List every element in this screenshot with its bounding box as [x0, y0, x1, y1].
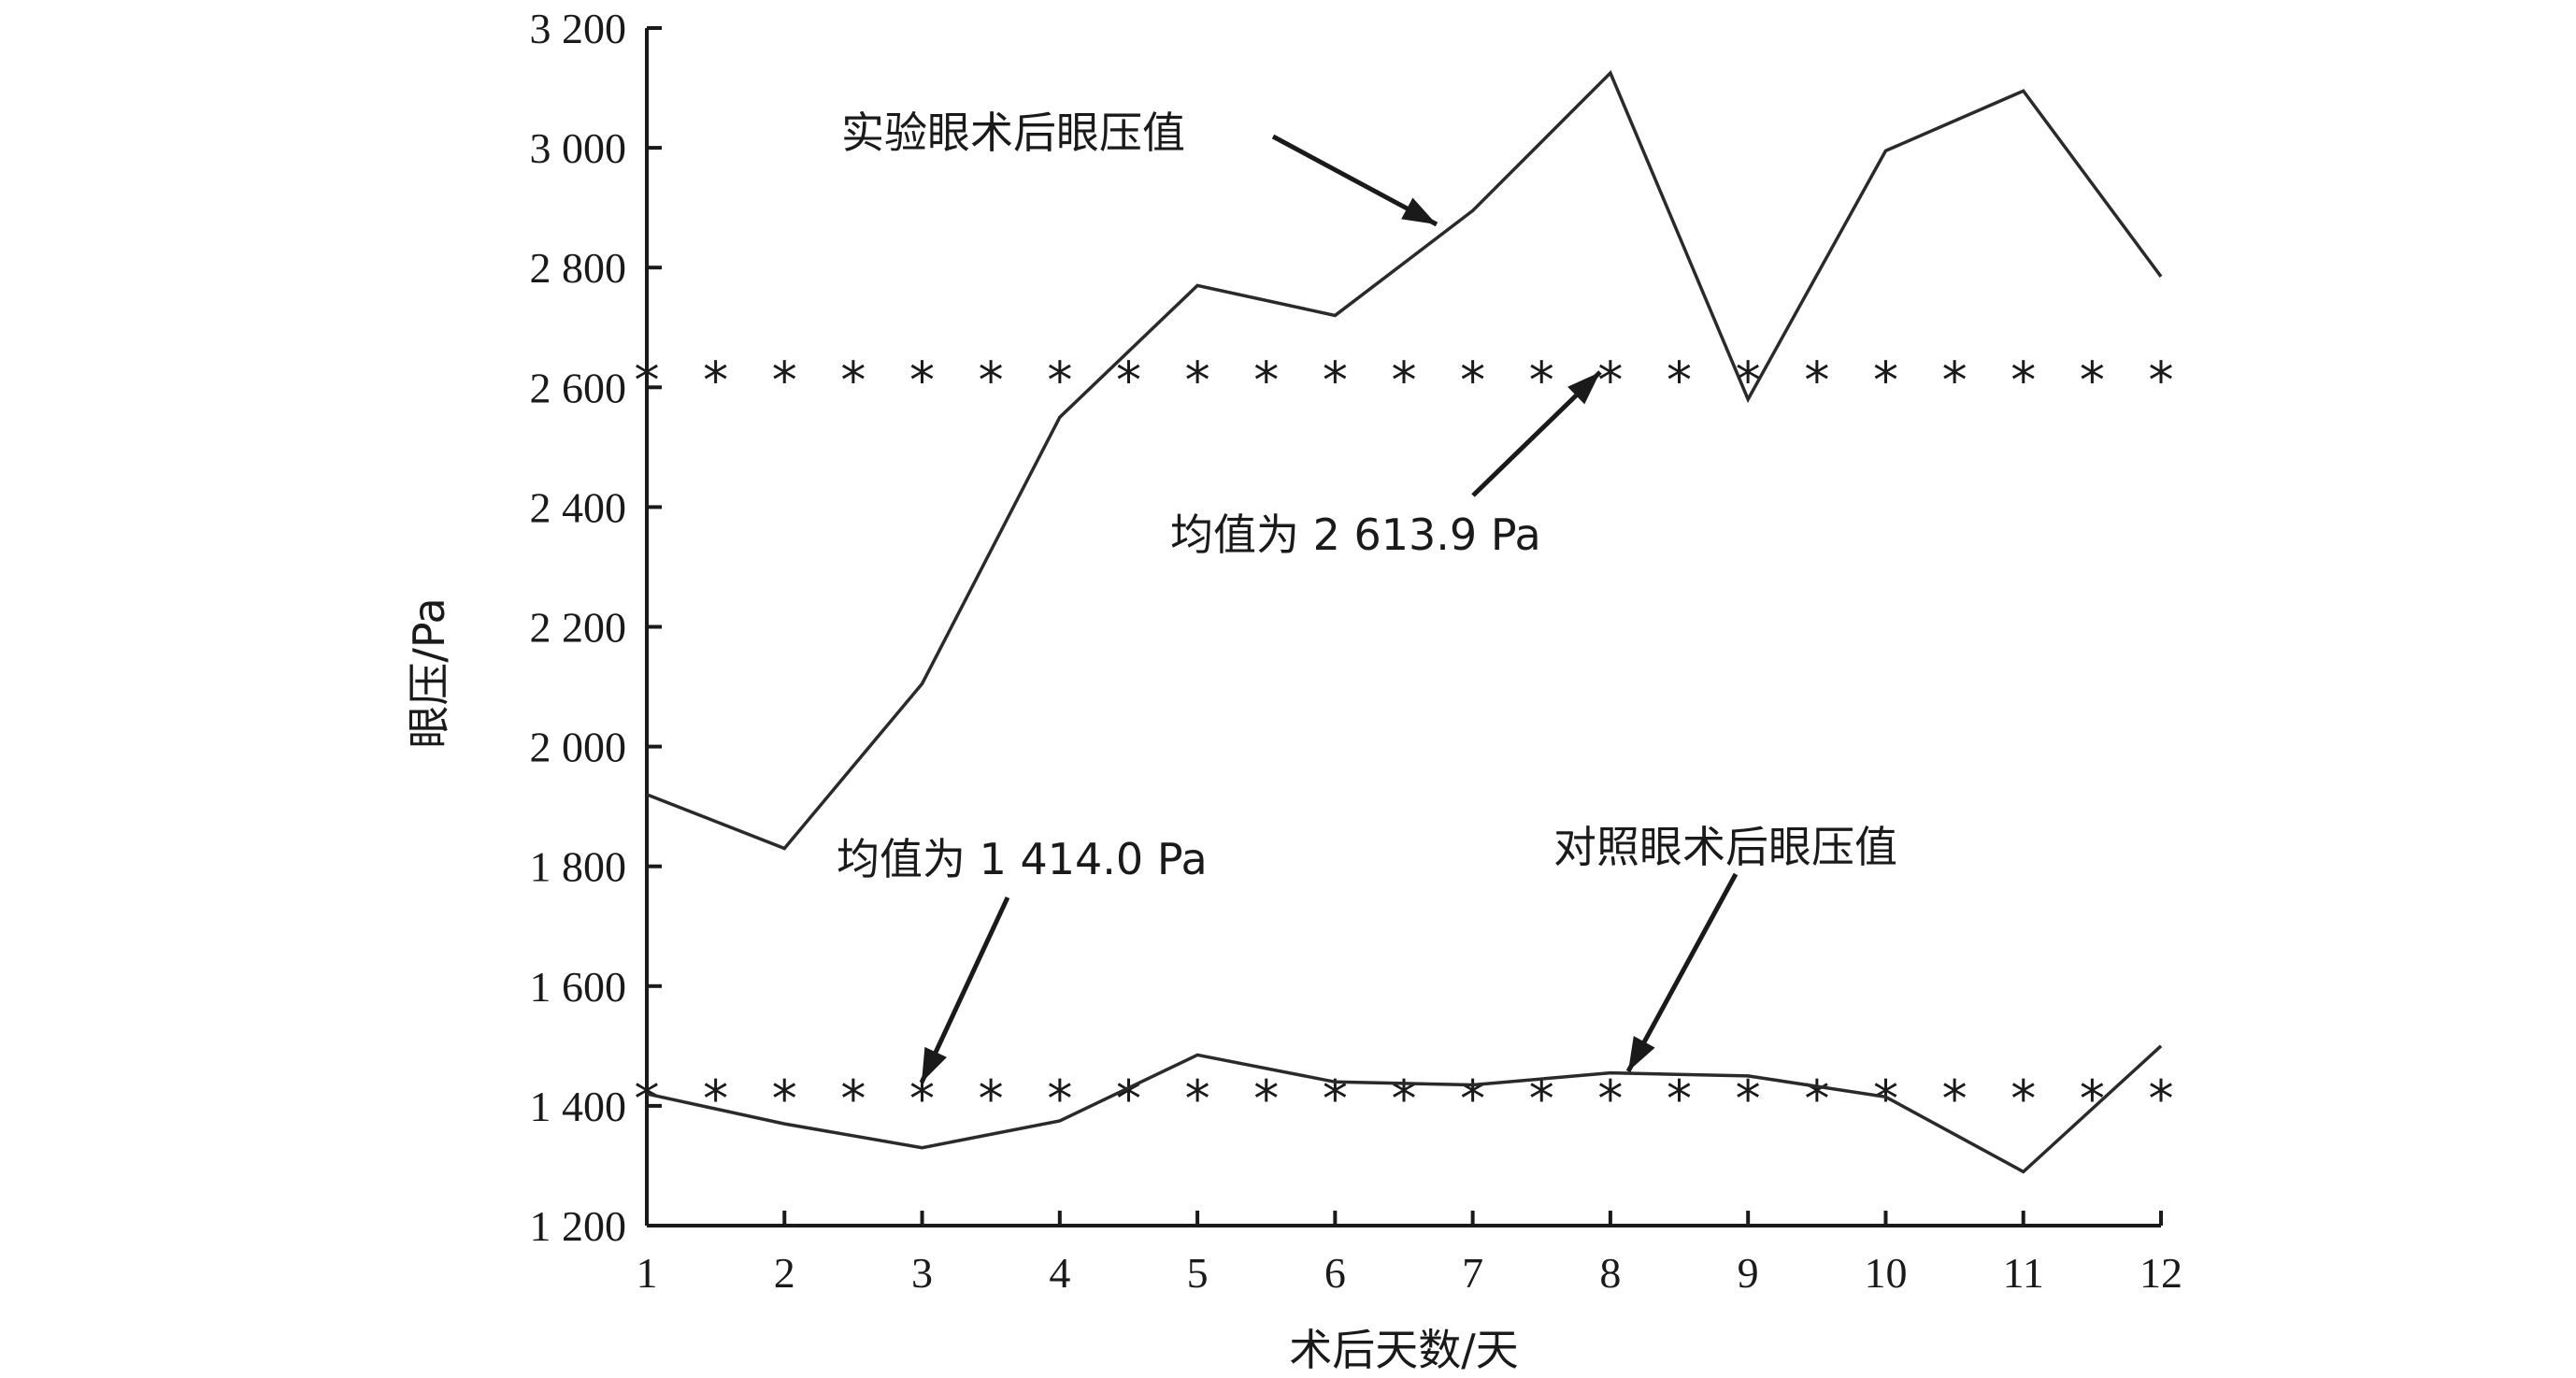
mean-marker-control: *: [703, 1069, 728, 1128]
mean-marker-experimental: *: [1942, 351, 1968, 409]
y-tick-label: 2 400: [530, 483, 627, 531]
x-tick-label: 9: [1738, 1249, 1759, 1297]
annotation-arrows: [919, 134, 1739, 1084]
mean-marker-control: *: [1323, 1069, 1348, 1128]
y-tick-label: 1 200: [530, 1202, 627, 1250]
y-tick-label: 1 600: [530, 963, 627, 1011]
mean-marker-experimental: *: [2080, 351, 2105, 409]
mean-marker-experimental: *: [840, 351, 866, 409]
arrow-control-series-shaft: [1625, 872, 1739, 1073]
x-tick-label: 1: [637, 1249, 658, 1297]
mean-marker-experimental: *: [1185, 351, 1210, 409]
arrow-control-mean-head: [922, 1046, 947, 1083]
y-axis-title: 眼压/Pa: [404, 597, 454, 748]
x-tick-label: 3: [911, 1249, 933, 1297]
arrow-control-mean-shaft: [919, 896, 1010, 1084]
mean-marker-experimental: *: [1323, 351, 1348, 409]
mean-marker-experimental: *: [2011, 351, 2036, 409]
mean-marker-experimental: *: [1873, 351, 1898, 409]
x-tick-label: 4: [1049, 1249, 1070, 1297]
x-tick-label: 11: [2003, 1249, 2044, 1297]
mean-marker-control: *: [1942, 1069, 1968, 1128]
mean-marker-control: *: [1460, 1069, 1485, 1128]
arrow-experimental-mean-head: [1567, 372, 1600, 405]
series-label-experimental: 实验眼术后眼压值: [841, 108, 1185, 158]
mean-marker-control: *: [2149, 1069, 2174, 1128]
x-tick-label: 8: [1599, 1249, 1621, 1297]
x-tick-label: 7: [1462, 1249, 1483, 1297]
series-line-experimental: [646, 69, 2163, 851]
mean-marker-control: *: [1392, 1069, 1417, 1128]
y-axis-ticks: 1 200 1 400 1 600 1 800 2 000 2 200 2 400 2 600…: [530, 5, 662, 1250]
x-tick-label: 10: [1864, 1249, 1907, 1297]
x-axis-title: 术后天数/天: [1289, 1325, 1519, 1375]
mean-marker-control: *: [1736, 1069, 1761, 1128]
mean-marker-experimental: *: [1253, 351, 1279, 409]
mean-marker-experimental: *: [635, 351, 660, 409]
mean-marker-control: *: [1804, 1069, 1829, 1128]
x-tick-label: 12: [2140, 1249, 2182, 1297]
mean-marker-experimental: *: [703, 351, 728, 409]
y-tick-label: 3 000: [530, 124, 627, 172]
series-label-control: 对照眼术后眼压值: [1553, 822, 1897, 872]
x-axis-ticks: 1 2 3 4 5 6 7 8 9 10 11 12: [637, 1211, 2182, 1297]
mean-marker-control: *: [1597, 1069, 1623, 1128]
x-tick-label: 2: [774, 1249, 795, 1297]
x-tick-label: 5: [1187, 1249, 1209, 1297]
y-tick-label: 2 600: [530, 364, 627, 411]
mean-label-experimental: 均值为 2 613.9 Pa: [1170, 510, 1541, 560]
mean-marker-experimental: *: [979, 351, 1004, 409]
mean-marker-experimental: *: [1667, 351, 1692, 409]
mean-marker-control: *: [1116, 1069, 1141, 1128]
mean-marker-experimental: *: [1460, 351, 1485, 409]
mean-marker-control: *: [979, 1069, 1004, 1128]
mean-marker-experimental: *: [1597, 351, 1623, 409]
y-tick-label: 1 400: [530, 1083, 627, 1130]
mean-marker-control: *: [840, 1069, 866, 1128]
y-tick-label: 3 200: [530, 5, 627, 52]
mean-marker-experimental: *: [1529, 351, 1554, 409]
y-tick-label: 2 000: [530, 724, 627, 771]
arrow-control-series-head: [1628, 1036, 1655, 1071]
mean-marker-control: *: [1667, 1069, 1692, 1128]
y-tick-label: 2 800: [530, 244, 627, 292]
mean-marker-control: *: [1873, 1069, 1898, 1128]
y-tick-label: 1 800: [530, 843, 627, 891]
mean-marker-control: *: [1185, 1069, 1210, 1128]
mean-marker-experimental: *: [909, 351, 935, 409]
mean-marker-control: *: [1253, 1069, 1279, 1128]
mean-marker-experimental: *: [1047, 351, 1072, 409]
mean-marker-control: *: [772, 1069, 797, 1128]
mean-label-control: 均值为 1 414.0 Pa: [837, 834, 1208, 884]
arrow-experimental-series-head: [1401, 197, 1437, 224]
mean-marker-experimental: *: [772, 351, 797, 409]
mean-marker-experimental: *: [1804, 351, 1829, 409]
series-line-control: [646, 1044, 2163, 1174]
mean-lines: * * * * * * * * * * * * * * * * * * * * * * * * * * * * * * * * * * * * * * * *…: [635, 351, 2174, 1128]
y-tick-label: 2 200: [530, 604, 627, 652]
series-lines: [646, 69, 2163, 1174]
x-tick-label: 6: [1324, 1249, 1346, 1297]
mean-marker-control: *: [2011, 1069, 2036, 1128]
mean-marker-control: *: [635, 1069, 660, 1128]
mean-marker-experimental: *: [2149, 351, 2174, 409]
mean-marker-experimental: *: [1392, 351, 1417, 409]
